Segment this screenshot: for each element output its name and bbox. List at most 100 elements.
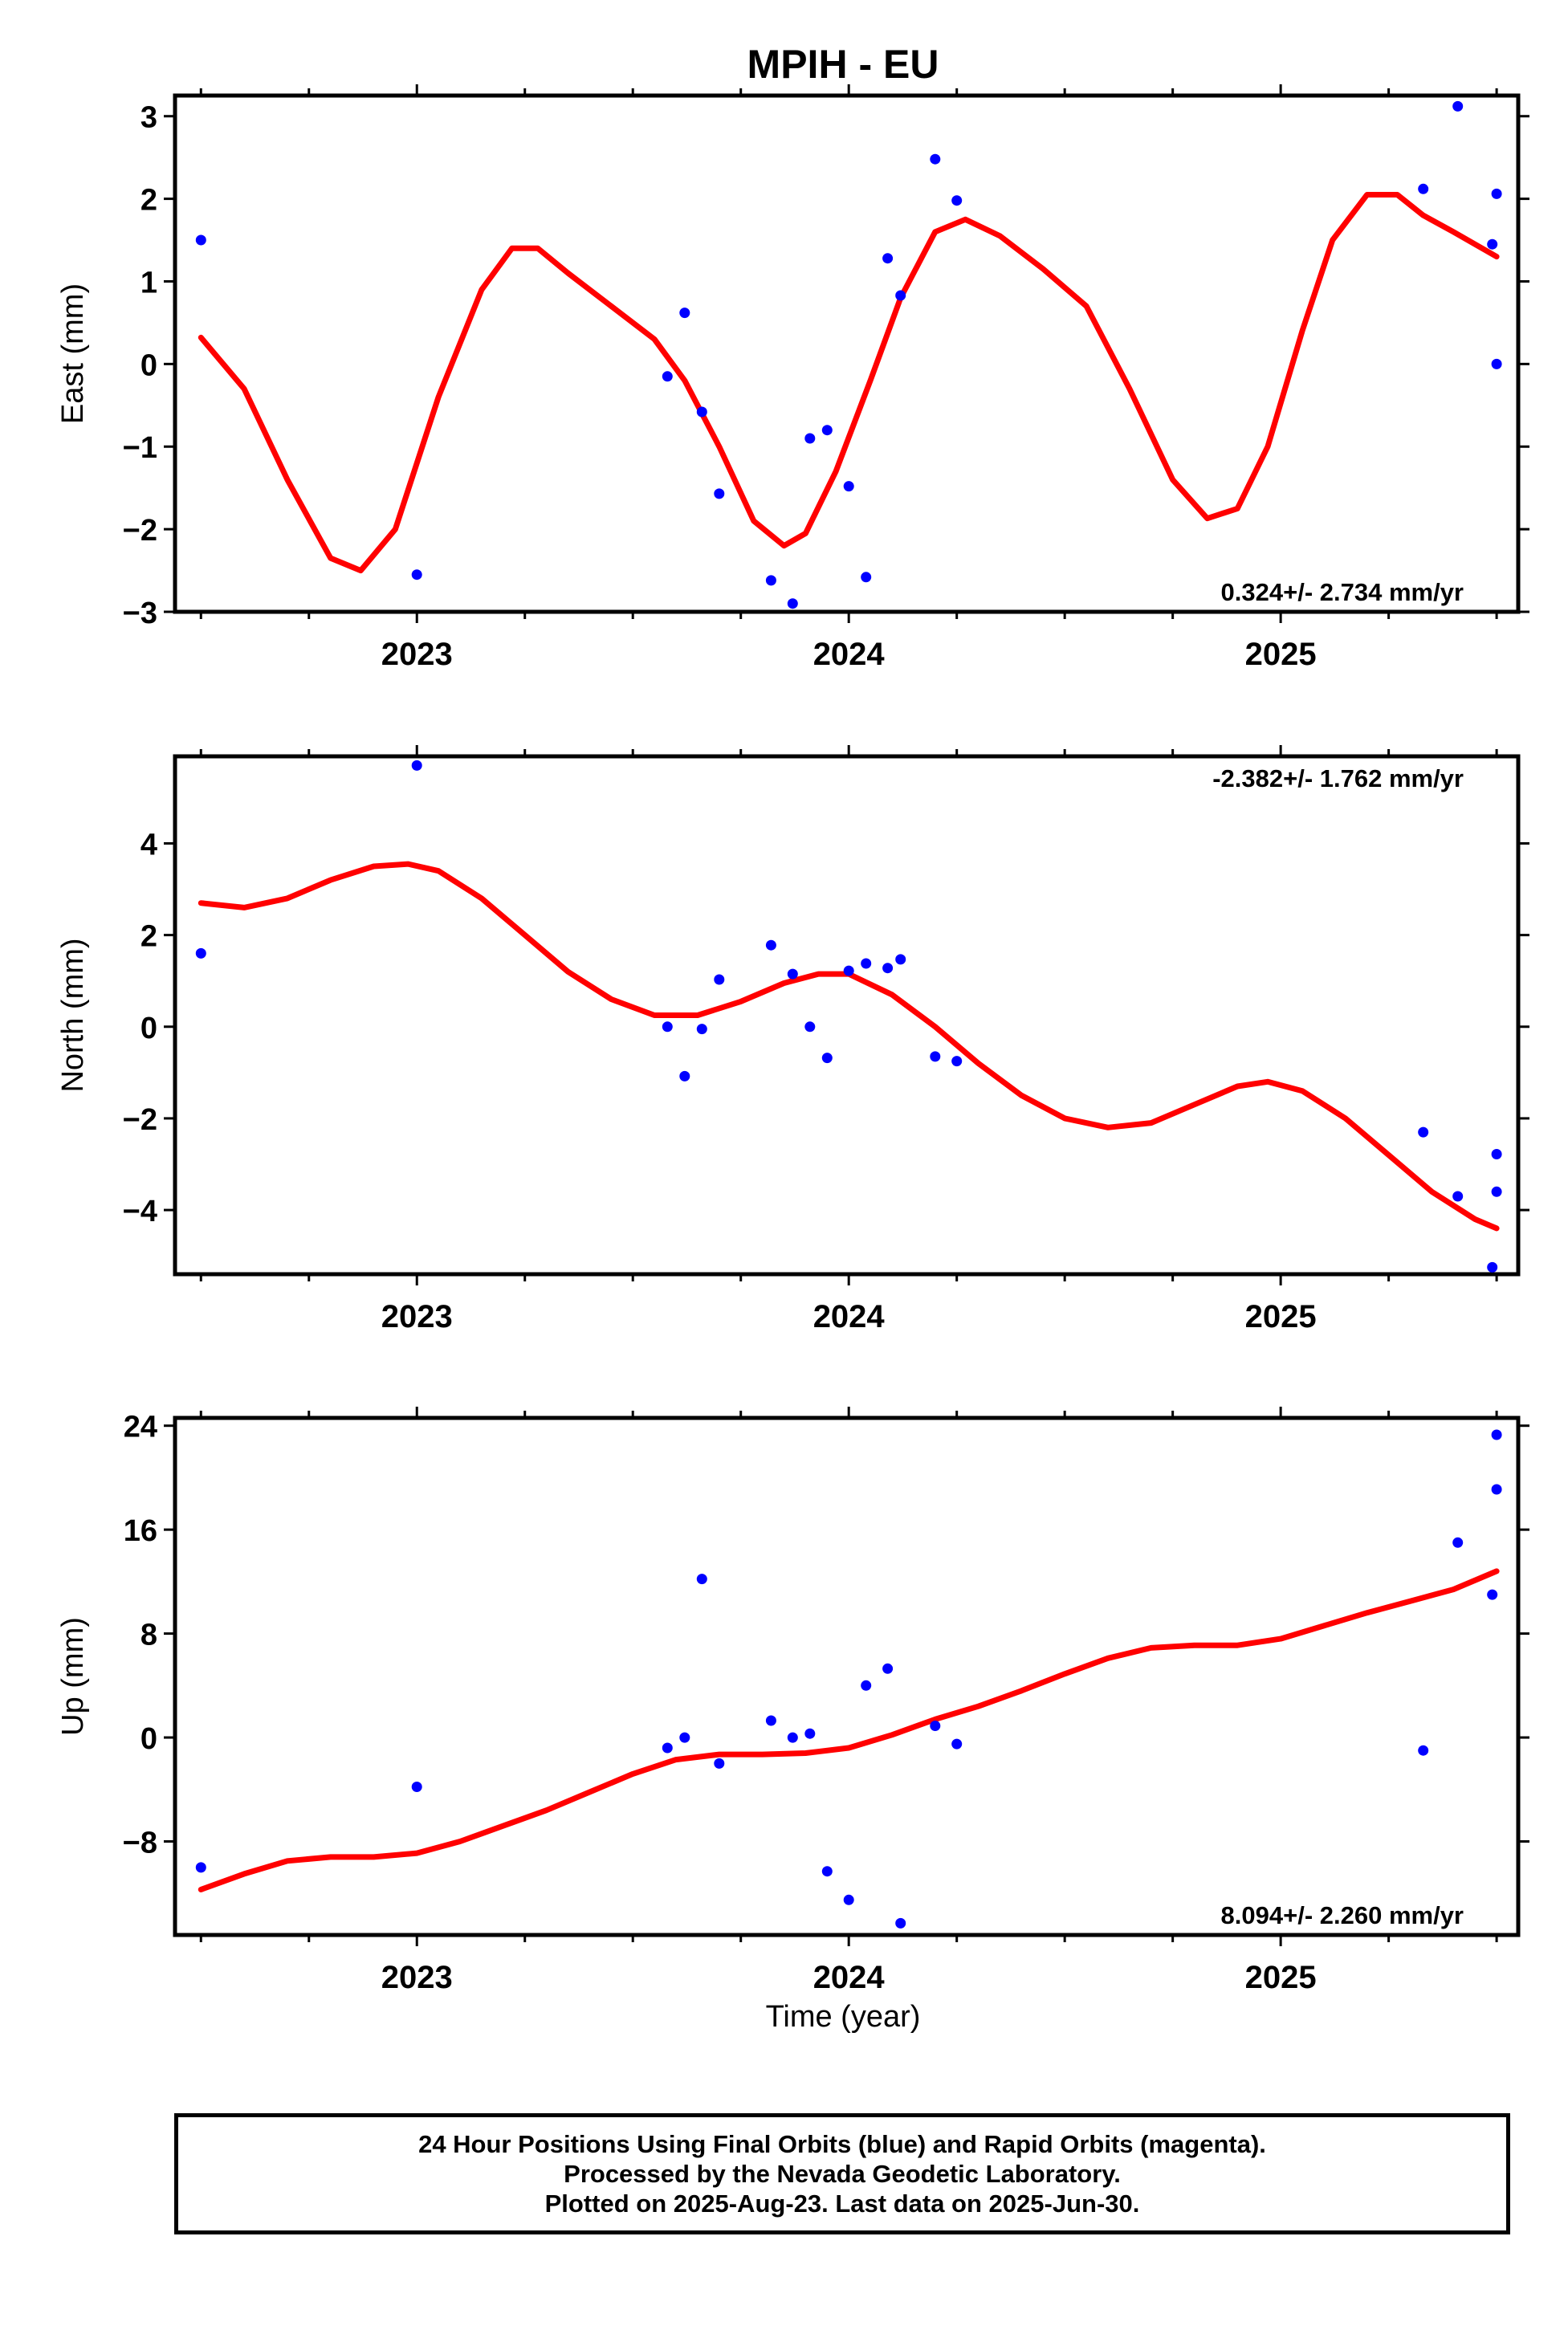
footer-line-2: Processed by the Nevada Geodetic Laborat… (564, 2160, 1121, 2188)
x-tick-label: 2023 (381, 1960, 453, 1995)
y-tick-label: 2 (141, 184, 157, 218)
data-point (821, 1053, 833, 1064)
data-point (951, 1738, 963, 1750)
data-point (1491, 1186, 1502, 1197)
y-tick-label: 16 (124, 1514, 157, 1548)
plot-frame (173, 1416, 1521, 1937)
data-point (662, 371, 673, 382)
fit-curve (198, 861, 1500, 1232)
data-point (1452, 1537, 1464, 1548)
y-tick-label: 8 (141, 1619, 157, 1652)
data-point (1487, 238, 1498, 250)
data-point (1487, 1261, 1498, 1273)
data-point (930, 1721, 941, 1731)
data-point (1491, 1429, 1502, 1440)
data-point (895, 954, 906, 965)
data-point (195, 234, 206, 246)
data-point (895, 1917, 906, 1929)
y-tick-label: 3 (141, 101, 157, 135)
x-tick-label: 2025 (1245, 1960, 1317, 1995)
x-axis-title: Time (year) (766, 2000, 921, 2034)
y-tick-label: −2 (123, 514, 157, 548)
data-point (804, 1021, 816, 1033)
data-point (1452, 1191, 1464, 1202)
data-point (1418, 1745, 1429, 1756)
x-tick-label: 2023 (381, 1299, 453, 1334)
data-point (882, 253, 894, 264)
rate-annotation: -2.382+/- 1.762 mm/yr (1212, 764, 1464, 792)
footer-line-1: 24 Hour Positions Using Final Orbits (bl… (418, 2130, 1266, 2158)
y-axis-title: North (mm) (56, 938, 90, 1092)
data-point (765, 575, 776, 586)
x-tick-label: 2024 (813, 1960, 886, 1995)
data-point (662, 1742, 673, 1754)
y-tick-label: 4 (141, 828, 157, 862)
panel-3: −8 0 8 16 24 2023 2024 2025 Up (mm) 8.094+/- 2.26… (56, 1407, 1529, 1995)
panel-2: −4 −2 0 2 4 2023 2024 2025 North (mm) -2.382+/- 1… (56, 745, 1529, 1334)
data-point (714, 488, 725, 499)
y-tick-label: −3 (123, 597, 157, 630)
fit-curve (198, 192, 1500, 574)
footer-note: 24 Hour Positions Using Final Orbits (bl… (174, 2113, 1510, 2234)
data-point (843, 965, 854, 976)
data-point (843, 481, 854, 492)
y-tick-label: −2 (123, 1103, 157, 1137)
data-point (1487, 1589, 1498, 1600)
data-point (951, 195, 963, 206)
y-tick-label: −1 (123, 431, 157, 465)
data-point (951, 1056, 963, 1067)
data-point (1418, 1126, 1429, 1138)
x-tick-label: 2023 (381, 637, 453, 672)
y-tick-label: −4 (123, 1195, 157, 1228)
data-point (861, 572, 872, 583)
data-point (679, 308, 690, 319)
data-point (804, 433, 816, 444)
data-point (696, 1024, 707, 1035)
data-point (714, 974, 725, 985)
data-point (411, 1782, 422, 1792)
y-tick-label: 24 (124, 1411, 157, 1444)
data-point (895, 290, 906, 301)
y-axis-title: East (mm) (56, 283, 90, 424)
data-point (1452, 100, 1464, 112)
data-point (787, 968, 798, 980)
plot-frame (173, 754, 1521, 1277)
data-point (843, 1894, 854, 1905)
y-tick-label: 0 (141, 1012, 157, 1045)
data-point (882, 963, 894, 974)
data-point (696, 1574, 707, 1585)
figure-title: MPIH - EU (747, 42, 939, 87)
y-tick-label: 1 (141, 266, 157, 299)
plot-frame (173, 93, 1521, 614)
panel-1: −3 −2 −1 0 1 2 3 2023 2024 2025 East (mm) 0.324+/- … (56, 84, 1529, 672)
data-point (821, 1866, 833, 1877)
data-point (714, 1758, 725, 1769)
data-point (930, 1051, 941, 1062)
data-point (662, 1021, 673, 1033)
y-tick-label: 2 (141, 920, 157, 954)
data-point (1418, 183, 1429, 194)
y-tick-label: 0 (141, 1722, 157, 1756)
data-point (787, 1732, 798, 1743)
data-point (679, 1070, 690, 1081)
footer-line-3: Plotted on 2025-Aug-23. Last data on 202… (544, 2189, 1140, 2218)
data-point (1491, 358, 1502, 369)
data-point (195, 1862, 206, 1873)
rate-annotation: 0.324+/- 2.734 mm/yr (1221, 578, 1464, 606)
data-point (765, 939, 776, 951)
data-point (861, 958, 872, 969)
y-axis-title: Up (mm) (56, 1617, 90, 1736)
rate-annotation: 8.094+/- 2.260 mm/yr (1221, 1901, 1464, 1929)
data-point (821, 425, 833, 436)
x-tick-label: 2025 (1245, 1299, 1317, 1334)
data-point (787, 598, 798, 609)
data-point (930, 153, 941, 165)
data-point (411, 569, 422, 580)
data-point (679, 1732, 690, 1743)
data-point (195, 947, 206, 959)
data-point (804, 1728, 816, 1739)
data-point (1491, 188, 1502, 199)
data-point (765, 1715, 776, 1726)
